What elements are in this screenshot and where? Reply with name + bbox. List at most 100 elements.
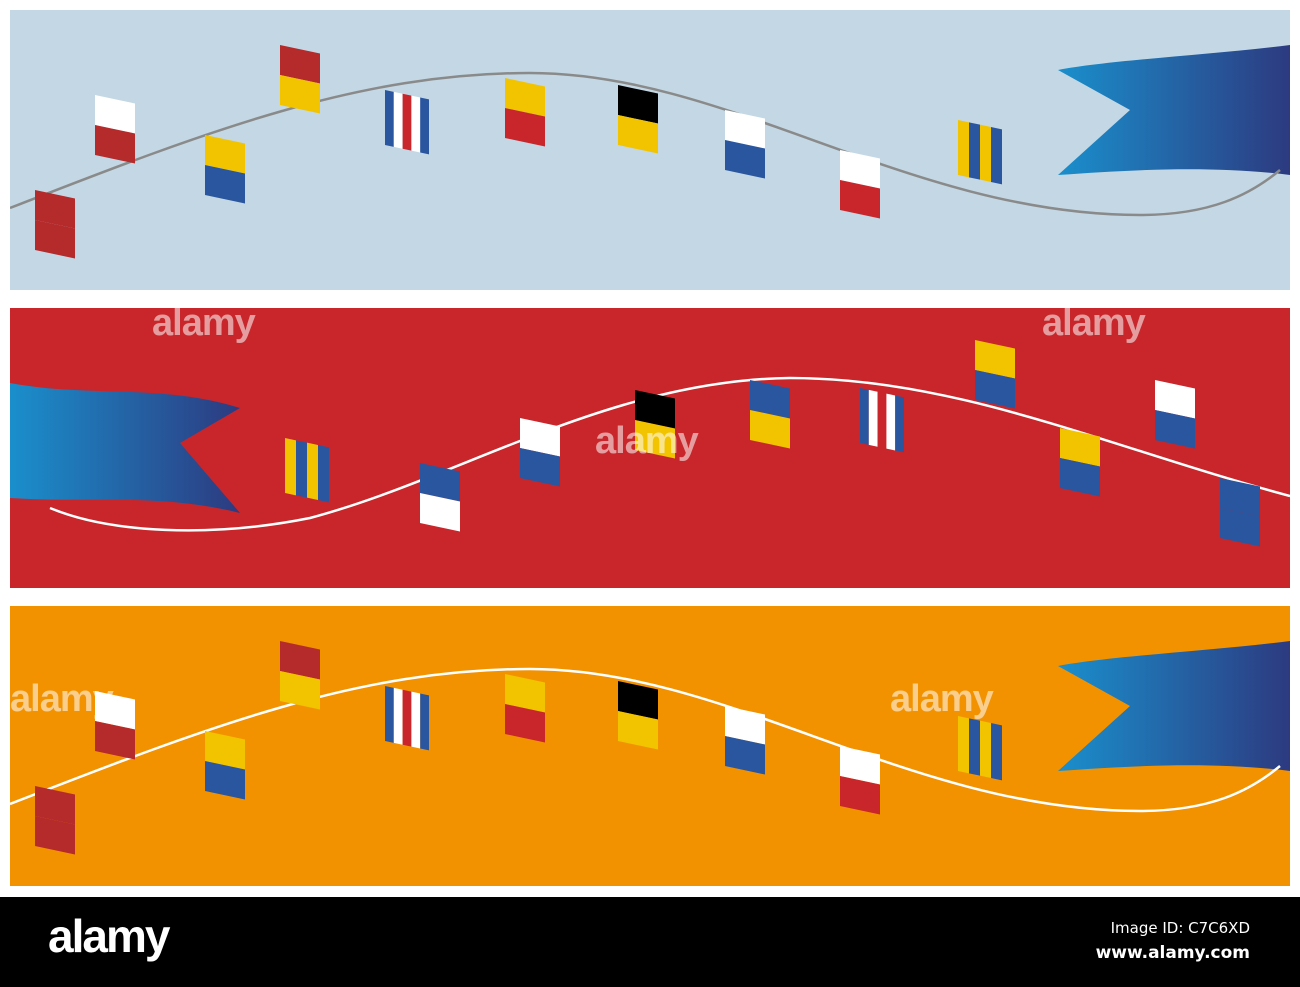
signal-flag xyxy=(750,380,790,449)
flag-stripe xyxy=(618,681,658,720)
signal-flag xyxy=(205,135,245,204)
banner-red: alamy alamy alamy xyxy=(10,308,1290,588)
flag-stripe xyxy=(95,691,135,730)
flag-stripe xyxy=(402,689,412,747)
signal-flag xyxy=(958,716,1002,781)
signal-flag xyxy=(725,109,765,179)
alamy-logo: alamy xyxy=(48,910,170,962)
signal-flag xyxy=(975,340,1015,409)
flag-stripe xyxy=(95,721,135,760)
watermark: alamy xyxy=(10,678,114,720)
banner-blue xyxy=(10,10,1290,290)
flag-stripe xyxy=(35,816,75,855)
flag-stripe xyxy=(1220,508,1260,547)
watermark: alamy xyxy=(1042,308,1146,344)
flag-stripe xyxy=(318,445,329,503)
flag-stripe xyxy=(1220,478,1260,517)
flag-stripe xyxy=(307,442,318,501)
flag-stripe xyxy=(958,119,969,178)
bunting-line xyxy=(10,71,1281,217)
flag-stripe xyxy=(1155,380,1195,419)
flag-stripe xyxy=(280,75,320,114)
flag-stripe xyxy=(991,723,1002,781)
flag-stripe xyxy=(877,391,887,449)
flag-stripe xyxy=(505,78,545,117)
signal-flag xyxy=(385,90,430,155)
flag-stripe xyxy=(296,440,307,498)
flag-stripe xyxy=(205,761,245,800)
flag-stripe xyxy=(520,418,560,457)
flag-stripe xyxy=(280,671,320,710)
flag-stripe xyxy=(969,122,980,180)
signal-flag xyxy=(1060,428,1100,497)
pennant-banner xyxy=(1058,641,1290,771)
flag-stripe xyxy=(969,718,980,776)
flag-stripe xyxy=(35,786,75,825)
flag-stripe xyxy=(958,716,969,774)
flag-stripe xyxy=(618,711,658,750)
flag-stripe xyxy=(635,420,675,459)
image-id: Image ID: C7C6XD xyxy=(1110,919,1250,937)
flag-stripe xyxy=(1155,410,1195,449)
flag-stripe xyxy=(205,165,245,204)
signal-flag xyxy=(35,786,75,855)
signal-flag xyxy=(860,388,905,453)
signal-flag xyxy=(505,78,545,147)
flag-stripe xyxy=(35,220,75,259)
signal-flag xyxy=(420,463,460,532)
watermark: alamy xyxy=(890,678,994,720)
flag-stripe xyxy=(750,380,790,419)
flag-stripe xyxy=(895,395,905,453)
flag-stripe xyxy=(980,124,991,183)
flag-stripe xyxy=(385,90,394,147)
flag-stripe xyxy=(420,97,430,155)
flag-stripe xyxy=(750,410,790,449)
flag-stripe xyxy=(411,95,421,153)
signal-flag xyxy=(280,641,320,710)
site-url: www.alamy.com xyxy=(1095,943,1250,963)
flag-stripe xyxy=(505,108,545,147)
flag-stripe xyxy=(840,150,880,189)
flag-stripe xyxy=(95,95,135,134)
bunting-line xyxy=(49,376,1290,532)
flag-stripe xyxy=(975,340,1015,379)
flag-stripe xyxy=(385,686,394,743)
signal-flag xyxy=(725,706,765,775)
signal-flag xyxy=(95,95,135,164)
flag-stripe xyxy=(420,693,430,751)
flag-stripe xyxy=(95,124,135,164)
flag-stripe xyxy=(393,91,403,149)
flag-stripe xyxy=(725,706,765,745)
flag-stripe xyxy=(618,114,658,154)
flag-stripe xyxy=(886,393,896,451)
signal-flag xyxy=(840,150,880,219)
flag-stripe xyxy=(980,720,991,779)
flag-stripe xyxy=(635,390,675,429)
signal-flag xyxy=(618,85,658,154)
flag-stripe xyxy=(402,93,412,151)
pennant-banner xyxy=(10,383,240,513)
bunting-illustration xyxy=(10,45,1290,259)
watermark: alamy xyxy=(595,420,699,462)
signal-flag xyxy=(95,691,135,760)
flag-stripe xyxy=(420,493,460,532)
watermark: alamy xyxy=(152,308,256,344)
signal-flag xyxy=(520,418,560,487)
flag-stripe xyxy=(1060,428,1100,467)
flag-stripe xyxy=(505,674,545,713)
bunting-illustration xyxy=(10,340,1290,547)
signal-flag xyxy=(35,190,75,259)
flag-stripe xyxy=(868,389,878,447)
flag-stripe xyxy=(205,135,245,174)
flag-stripe xyxy=(840,746,880,785)
flag-stripe xyxy=(725,109,765,149)
signal-flag xyxy=(1155,380,1195,449)
bunting-line xyxy=(10,667,1281,813)
signal-flag xyxy=(840,746,880,815)
signal-flag xyxy=(505,674,545,743)
flag-stripe xyxy=(725,736,765,775)
flag-stripe xyxy=(285,438,296,496)
flag-stripe xyxy=(725,140,765,179)
pennant-banner xyxy=(1058,45,1290,175)
flag-stripe xyxy=(840,180,880,219)
